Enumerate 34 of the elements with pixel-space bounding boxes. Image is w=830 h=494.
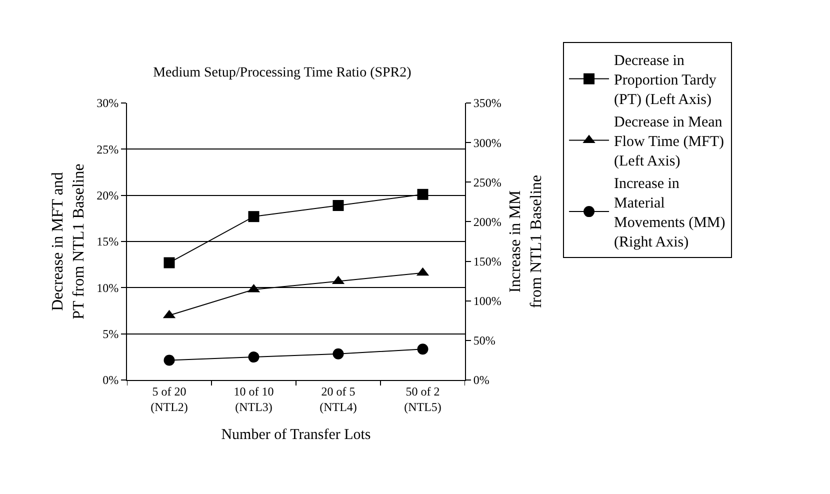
x-tick-label: 20 of 5 (NTL4) <box>320 384 357 414</box>
legend-label: Decrease in Proportion Tardy (PT) (Left Axis) <box>614 53 717 108</box>
point <box>248 211 260 222</box>
point <box>332 200 344 211</box>
legend-label: Decrease in Mean Flow Time (MFT) (Left Axis) <box>614 114 724 170</box>
chart-title: Medium Setup/Processing Time Ratio (SPR2) <box>153 66 412 81</box>
point <box>164 354 175 366</box>
x-axis-title: Number of Transfer Lots <box>221 427 371 443</box>
y2-tick-label: 150% <box>473 254 502 268</box>
point <box>417 344 428 355</box>
point <box>417 188 428 200</box>
point <box>248 352 260 363</box>
x-tick-label: 5 of 20 (NTL2) <box>150 384 188 414</box>
y-tick-label: 20% <box>96 188 119 203</box>
y-tick-label: 15% <box>96 234 119 249</box>
y-tick-label: 25% <box>96 142 119 156</box>
y2-tick-label: 250% <box>473 175 502 190</box>
y-axis-title: Decrease in MFT and PT from NTL1 Baseline <box>50 164 88 320</box>
legend-label: Increase in Material Movements (MM) (Right Axis) <box>614 176 726 251</box>
y2-tick-label: 50% <box>473 334 496 348</box>
x-tick-label: 50 of 2 (NTL5) <box>404 384 442 414</box>
point <box>332 348 344 360</box>
y-tick-label: 0% <box>102 373 119 388</box>
y2-tick-label: 200% <box>473 214 502 229</box>
y2-tick-label: 100% <box>473 294 502 308</box>
point <box>164 257 175 268</box>
y-tick-label: 5% <box>102 327 119 342</box>
x-tick-label: 10 of 10 (NTL3) <box>234 384 274 414</box>
y2-tick-label: 0% <box>473 373 490 388</box>
y-tick-label: 10% <box>96 280 119 295</box>
y2-axis-title: Increase in MM from NTL1 Baseline <box>507 174 545 308</box>
y-tick-label: 30% <box>96 96 119 110</box>
y2-tick-label: 350% <box>473 96 502 110</box>
y2-tick-label: 300% <box>473 136 502 150</box>
